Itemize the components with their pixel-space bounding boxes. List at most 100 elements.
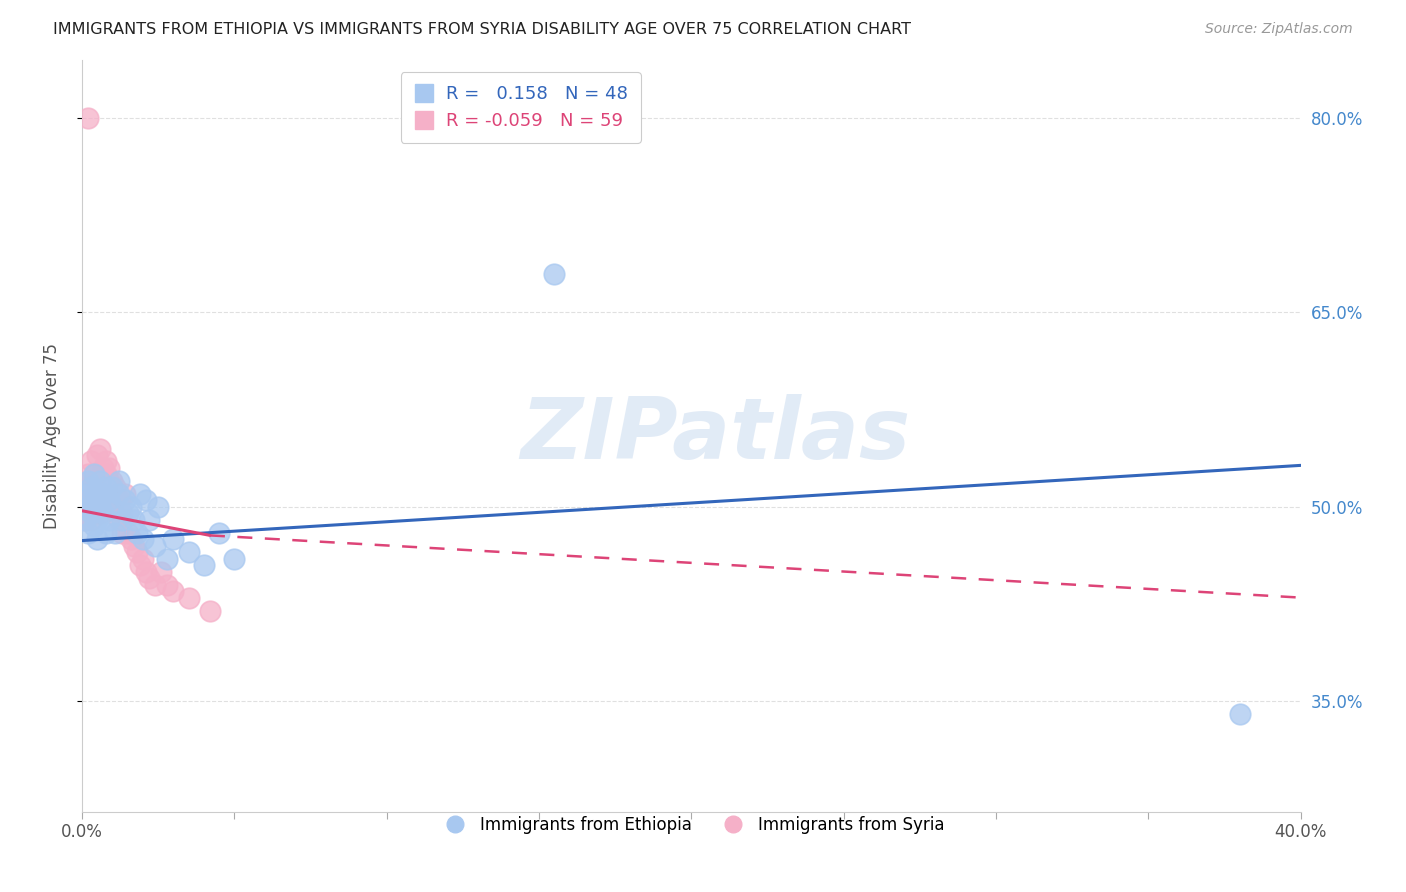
Point [98,461,121,475]
Text: IMMIGRANTS FROM ETHIOPIA VS IMMIGRANTS FROM SYRIA DISABILITY AGE OVER 75 CORRELA: IMMIGRANTS FROM ETHIOPIA VS IMMIGRANTS F… [53,22,911,37]
Point [198,603,221,617]
Point [143,577,166,591]
Point [98,493,121,508]
Point [146,500,169,514]
Point [135,493,157,508]
Point [138,571,160,585]
Point [101,493,124,508]
Point [91,487,114,501]
Text: Source: ZipAtlas.com: Source: ZipAtlas.com [1205,22,1353,37]
Point [143,539,166,553]
Point [224,551,246,566]
Point [150,565,173,579]
Point [77,525,100,540]
Point [98,513,121,527]
Point [80,480,103,494]
Point [83,467,105,482]
Point [86,513,108,527]
Point [80,454,103,468]
Point [135,565,157,579]
Point [110,525,132,540]
Point [208,525,231,540]
Point [86,474,108,488]
Point [96,454,118,468]
Point [89,474,111,488]
Legend: Immigrants from Ethiopia, Immigrants from Syria: Immigrants from Ethiopia, Immigrants fro… [432,809,952,841]
Point [73,513,96,527]
Point [120,500,142,514]
Point [83,500,105,514]
Point [117,525,139,540]
Point [107,513,129,527]
Point [96,493,118,508]
Point [122,539,145,553]
Text: ZIPatlas: ZIPatlas [520,394,911,477]
Point [162,584,184,599]
Point [110,506,132,520]
Point [128,558,150,573]
Point [177,591,200,605]
Point [80,487,103,501]
Point [132,551,155,566]
Point [101,487,124,501]
Point [89,442,111,456]
Point [86,448,108,462]
Point [125,525,148,540]
Point [77,493,100,508]
Point [89,500,111,514]
Point [83,493,105,508]
Point [73,487,96,501]
Point [101,500,124,514]
Point [122,513,145,527]
Point [96,480,118,494]
Point [114,487,136,501]
Point [73,487,96,501]
Point [107,474,129,488]
Point [73,500,96,514]
Point [96,474,118,488]
Point [80,506,103,520]
Point [77,467,100,482]
Point [101,480,124,494]
Point [156,551,179,566]
Point [80,493,103,508]
Point [156,577,179,591]
Point [91,487,114,501]
Point [98,474,121,488]
Point [107,493,129,508]
Point [86,500,108,514]
Point [117,506,139,520]
Point [96,525,118,540]
Point [1229,707,1251,722]
Point [89,506,111,520]
Point [73,513,96,527]
Point [89,480,111,494]
Point [77,111,100,125]
Point [77,480,100,494]
Point [91,461,114,475]
Point [83,480,105,494]
Point [89,493,111,508]
Point [177,545,200,559]
Point [83,519,105,533]
Point [104,525,127,540]
Point [86,533,108,547]
Point [89,493,111,508]
Point [125,545,148,559]
Point [91,493,114,508]
Point [104,500,127,514]
Point [86,487,108,501]
Point [83,467,105,482]
Point [77,474,100,488]
Point [91,474,114,488]
Point [77,506,100,520]
Point [128,487,150,501]
Point [162,533,184,547]
Point [80,513,103,527]
Point [91,506,114,520]
Point [80,500,103,514]
Point [138,513,160,527]
Point [132,533,155,547]
Point [110,513,132,527]
Point [120,533,142,547]
